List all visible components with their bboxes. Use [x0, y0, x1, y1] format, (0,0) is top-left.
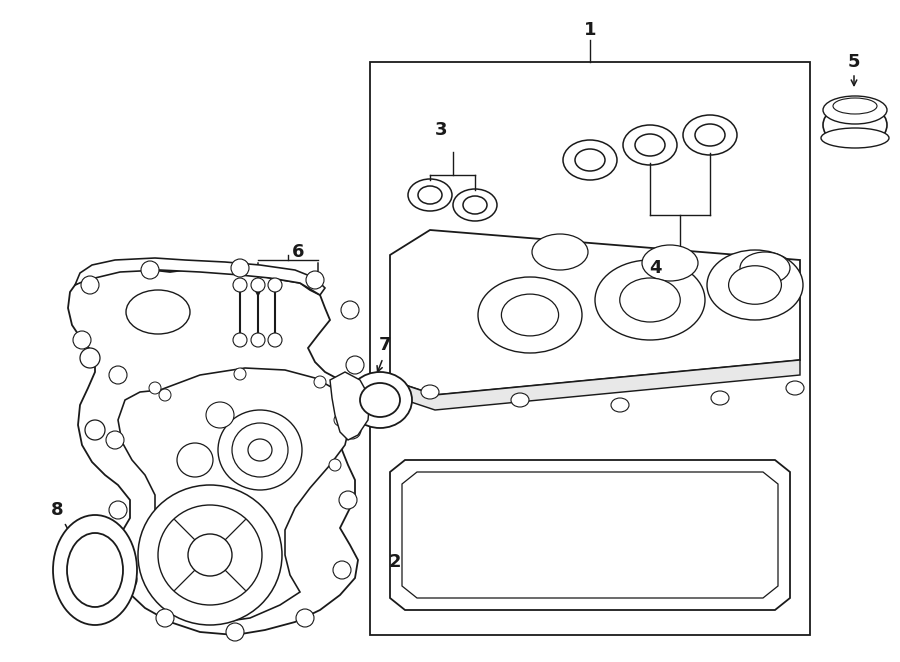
- Ellipse shape: [67, 533, 123, 607]
- Ellipse shape: [823, 96, 887, 124]
- Ellipse shape: [329, 459, 341, 471]
- Ellipse shape: [563, 140, 617, 180]
- Ellipse shape: [740, 252, 790, 284]
- Ellipse shape: [126, 290, 190, 334]
- Polygon shape: [402, 472, 778, 598]
- Ellipse shape: [85, 420, 105, 440]
- Ellipse shape: [532, 234, 588, 270]
- Bar: [370, 62, 810, 635]
- Ellipse shape: [418, 186, 442, 204]
- Ellipse shape: [575, 149, 605, 171]
- Ellipse shape: [141, 261, 159, 279]
- Ellipse shape: [73, 331, 91, 349]
- Ellipse shape: [620, 278, 680, 322]
- Ellipse shape: [149, 382, 161, 394]
- Ellipse shape: [343, 421, 361, 439]
- Ellipse shape: [53, 515, 137, 625]
- Ellipse shape: [683, 115, 737, 155]
- Polygon shape: [330, 372, 370, 440]
- Ellipse shape: [233, 278, 247, 292]
- Ellipse shape: [635, 134, 665, 156]
- Ellipse shape: [268, 278, 282, 292]
- Ellipse shape: [296, 609, 314, 627]
- Ellipse shape: [109, 501, 127, 519]
- Ellipse shape: [234, 368, 246, 380]
- Ellipse shape: [333, 561, 351, 579]
- Ellipse shape: [138, 485, 282, 625]
- Ellipse shape: [177, 443, 213, 477]
- Ellipse shape: [346, 356, 364, 374]
- Ellipse shape: [595, 260, 705, 340]
- Ellipse shape: [158, 505, 262, 605]
- Ellipse shape: [334, 414, 346, 426]
- Ellipse shape: [218, 410, 302, 490]
- Text: 4: 4: [649, 259, 662, 277]
- Ellipse shape: [341, 301, 359, 319]
- Ellipse shape: [695, 124, 725, 146]
- Ellipse shape: [251, 278, 265, 292]
- Ellipse shape: [821, 128, 889, 148]
- Text: 6: 6: [292, 243, 304, 261]
- Polygon shape: [390, 230, 800, 395]
- Text: 2: 2: [389, 553, 401, 571]
- Ellipse shape: [251, 333, 265, 347]
- Ellipse shape: [268, 333, 282, 347]
- Ellipse shape: [611, 398, 629, 412]
- Ellipse shape: [501, 294, 559, 336]
- Ellipse shape: [623, 125, 677, 165]
- Ellipse shape: [109, 366, 127, 384]
- Ellipse shape: [463, 196, 487, 214]
- Ellipse shape: [156, 609, 174, 627]
- Ellipse shape: [453, 189, 497, 221]
- Ellipse shape: [232, 423, 288, 477]
- Text: 1: 1: [584, 21, 596, 39]
- Polygon shape: [390, 360, 800, 410]
- Ellipse shape: [81, 276, 99, 294]
- Ellipse shape: [159, 389, 171, 401]
- Ellipse shape: [786, 381, 804, 395]
- Ellipse shape: [206, 402, 234, 428]
- Text: 3: 3: [435, 121, 447, 139]
- Ellipse shape: [823, 103, 887, 147]
- Ellipse shape: [833, 98, 877, 114]
- Ellipse shape: [80, 348, 100, 368]
- Ellipse shape: [642, 245, 698, 281]
- Ellipse shape: [729, 265, 781, 305]
- Ellipse shape: [314, 376, 326, 388]
- Ellipse shape: [707, 250, 803, 320]
- Text: 7: 7: [379, 336, 392, 354]
- Polygon shape: [118, 368, 352, 623]
- Ellipse shape: [106, 431, 124, 449]
- Ellipse shape: [119, 571, 137, 589]
- Ellipse shape: [511, 393, 529, 407]
- Text: 8: 8: [50, 501, 63, 519]
- Ellipse shape: [226, 623, 244, 641]
- Polygon shape: [75, 258, 325, 295]
- Ellipse shape: [421, 385, 439, 399]
- Ellipse shape: [231, 259, 249, 277]
- Ellipse shape: [711, 391, 729, 405]
- Ellipse shape: [478, 277, 582, 353]
- Ellipse shape: [248, 439, 272, 461]
- Ellipse shape: [339, 491, 357, 509]
- Ellipse shape: [348, 372, 412, 428]
- Ellipse shape: [360, 383, 400, 417]
- Ellipse shape: [306, 271, 324, 289]
- Ellipse shape: [233, 333, 247, 347]
- Polygon shape: [68, 268, 360, 635]
- Polygon shape: [390, 460, 790, 610]
- Ellipse shape: [188, 534, 232, 576]
- Text: 5: 5: [848, 53, 860, 71]
- Ellipse shape: [408, 179, 452, 211]
